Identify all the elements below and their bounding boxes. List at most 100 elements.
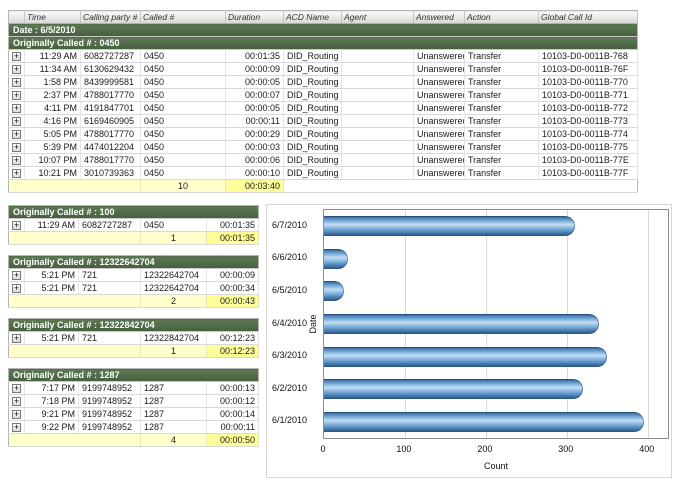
expand-icon[interactable]: + — [12, 396, 21, 407]
expand-icon[interactable]: + — [12, 155, 21, 166]
cell-time: 5:21 PM — [24, 268, 79, 282]
column-header-answered[interactable]: Answered — [413, 10, 465, 24]
cell-called: 12322642704 — [140, 268, 207, 282]
cell-called: 1287 — [140, 420, 207, 434]
expand-icon[interactable]: + — [12, 333, 21, 344]
expand-icon[interactable]: + — [12, 51, 21, 62]
cell-acd: DID_Routing — [283, 166, 342, 180]
summary-pad — [8, 231, 141, 245]
cell-called: 0450 — [140, 127, 226, 141]
call-row: +2:37 PM 4788017770 0450 00:00:07 DID_Routin… — [8, 88, 638, 102]
cell-action: Transfer — [464, 75, 539, 89]
cell-acd: DID_Routing — [283, 127, 342, 141]
expand-icon[interactable]: + — [12, 77, 21, 88]
chart-plot-area — [323, 209, 669, 439]
cell-time: 7:18 PM — [24, 394, 79, 408]
bar-6-2-2010 — [324, 379, 583, 400]
cell-called: 12322842704 — [140, 331, 207, 345]
column-header-global-call-id[interactable]: Global Call Id — [538, 10, 638, 24]
bar-6-6-2010 — [324, 248, 349, 269]
expand-cell: + — [8, 88, 25, 102]
cell-answered: Unanswered — [413, 75, 465, 89]
summary-pad — [8, 179, 141, 193]
cell-answered: Unanswered — [413, 101, 465, 115]
column-header-action[interactable]: Action — [464, 10, 539, 24]
cell-answered: Unanswered — [413, 88, 465, 102]
cell-answered: Unanswered — [413, 166, 465, 180]
call-row: +5:05 PM 4788017770 0450 00:00:29 DID_Routin… — [8, 127, 638, 141]
cell-action: Transfer — [464, 101, 539, 115]
cell-called: 0450 — [140, 218, 207, 232]
cell-action: Transfer — [464, 127, 539, 141]
cell-duration: 00:00:07 — [225, 88, 284, 102]
expand-cell: + — [8, 268, 25, 282]
cell-duration: 00:12:23 — [206, 331, 260, 345]
y-tick-label: 6/6/2010 — [271, 252, 307, 263]
expand-icon[interactable]: + — [12, 168, 21, 179]
cell-duration: 00:00:05 — [225, 75, 284, 89]
expand-icon[interactable]: + — [12, 270, 21, 281]
group-summary-row: 10 00:03:40 — [8, 179, 638, 193]
cell-agent — [341, 49, 414, 63]
cell-calling: 3010739363 — [80, 166, 141, 180]
summary-count: 10 — [140, 179, 226, 193]
expand-cell: + — [8, 49, 25, 63]
expand-cell: + — [8, 394, 25, 408]
expand-icon[interactable]: + — [12, 103, 21, 114]
cell-action: Transfer — [464, 88, 539, 102]
expand-icon[interactable]: + — [12, 422, 21, 433]
expand-icon[interactable]: + — [12, 283, 21, 294]
cell-duration: 00:00:13 — [206, 381, 260, 395]
cell-calling: 4191847701 — [80, 101, 141, 115]
expand-cell: + — [8, 153, 25, 167]
group-header-row: Originally Called # : 100 — [8, 205, 259, 219]
cell-action: Transfer — [464, 140, 539, 154]
expand-icon[interactable]: + — [12, 142, 21, 153]
cell-calling: 9199748952 — [78, 381, 141, 395]
cell-called: 0450 — [140, 153, 226, 167]
cell-global_id: 10103-D0-0011B-770 — [538, 75, 638, 89]
cell-calling: 6082727287 — [80, 49, 141, 63]
x-tick-label: 100 — [396, 444, 412, 454]
cell-calling: 9199748952 — [78, 407, 141, 421]
cell-calling: 721 — [78, 281, 141, 295]
expand-icon[interactable]: + — [12, 116, 21, 127]
column-header-acd-name[interactable]: ACD Name — [283, 10, 342, 24]
cell-time: 11:29 AM — [24, 218, 79, 232]
expand-column-header — [8, 10, 25, 24]
column-header-time[interactable]: Time — [24, 10, 81, 24]
expand-icon[interactable]: + — [12, 383, 21, 394]
y-tick-label: 6/3/2010 — [271, 350, 307, 361]
cell-acd: DID_Routing — [283, 88, 342, 102]
summary-duration: 00:12:23 — [206, 344, 260, 358]
cell-duration: 00:00:11 — [206, 420, 260, 434]
cell-time: 10:21 PM — [24, 166, 81, 180]
cell-time: 11:34 AM — [24, 62, 81, 76]
cell-acd: DID_Routing — [283, 101, 342, 115]
expand-icon[interactable]: + — [12, 220, 21, 231]
y-tick-label: 6/2/2010 — [271, 382, 307, 393]
expand-icon[interactable]: + — [12, 90, 21, 101]
cell-calling: 8439999581 — [80, 75, 141, 89]
cell-called: 1287 — [140, 381, 207, 395]
expand-cell: + — [8, 166, 25, 180]
cell-duration: 00:00:09 — [225, 62, 284, 76]
call-row: +7:17 PM 9199748952 1287 00:00:13 — [8, 381, 260, 395]
expand-icon[interactable]: + — [12, 129, 21, 140]
group-table: Originally Called # : 12322642704 +5:21 P… — [8, 255, 260, 308]
column-header-agent[interactable]: Agent — [341, 10, 414, 24]
expand-cell: + — [8, 331, 25, 345]
gridline — [647, 210, 649, 438]
column-header-called-[interactable]: Called # — [140, 10, 226, 24]
x-axis-label: Count — [483, 461, 509, 471]
column-header-duration[interactable]: Duration — [225, 10, 284, 24]
expand-cell: + — [8, 101, 25, 115]
summary-duration: 00:00:43 — [206, 294, 260, 308]
expand-icon[interactable]: + — [12, 409, 21, 420]
cell-acd: DID_Routing — [283, 62, 342, 76]
column-header-calling-party-[interactable]: Calling party # — [80, 10, 141, 24]
expand-icon[interactable]: + — [12, 64, 21, 75]
expand-cell: + — [8, 420, 25, 434]
cell-duration: 00:00:05 — [225, 101, 284, 115]
